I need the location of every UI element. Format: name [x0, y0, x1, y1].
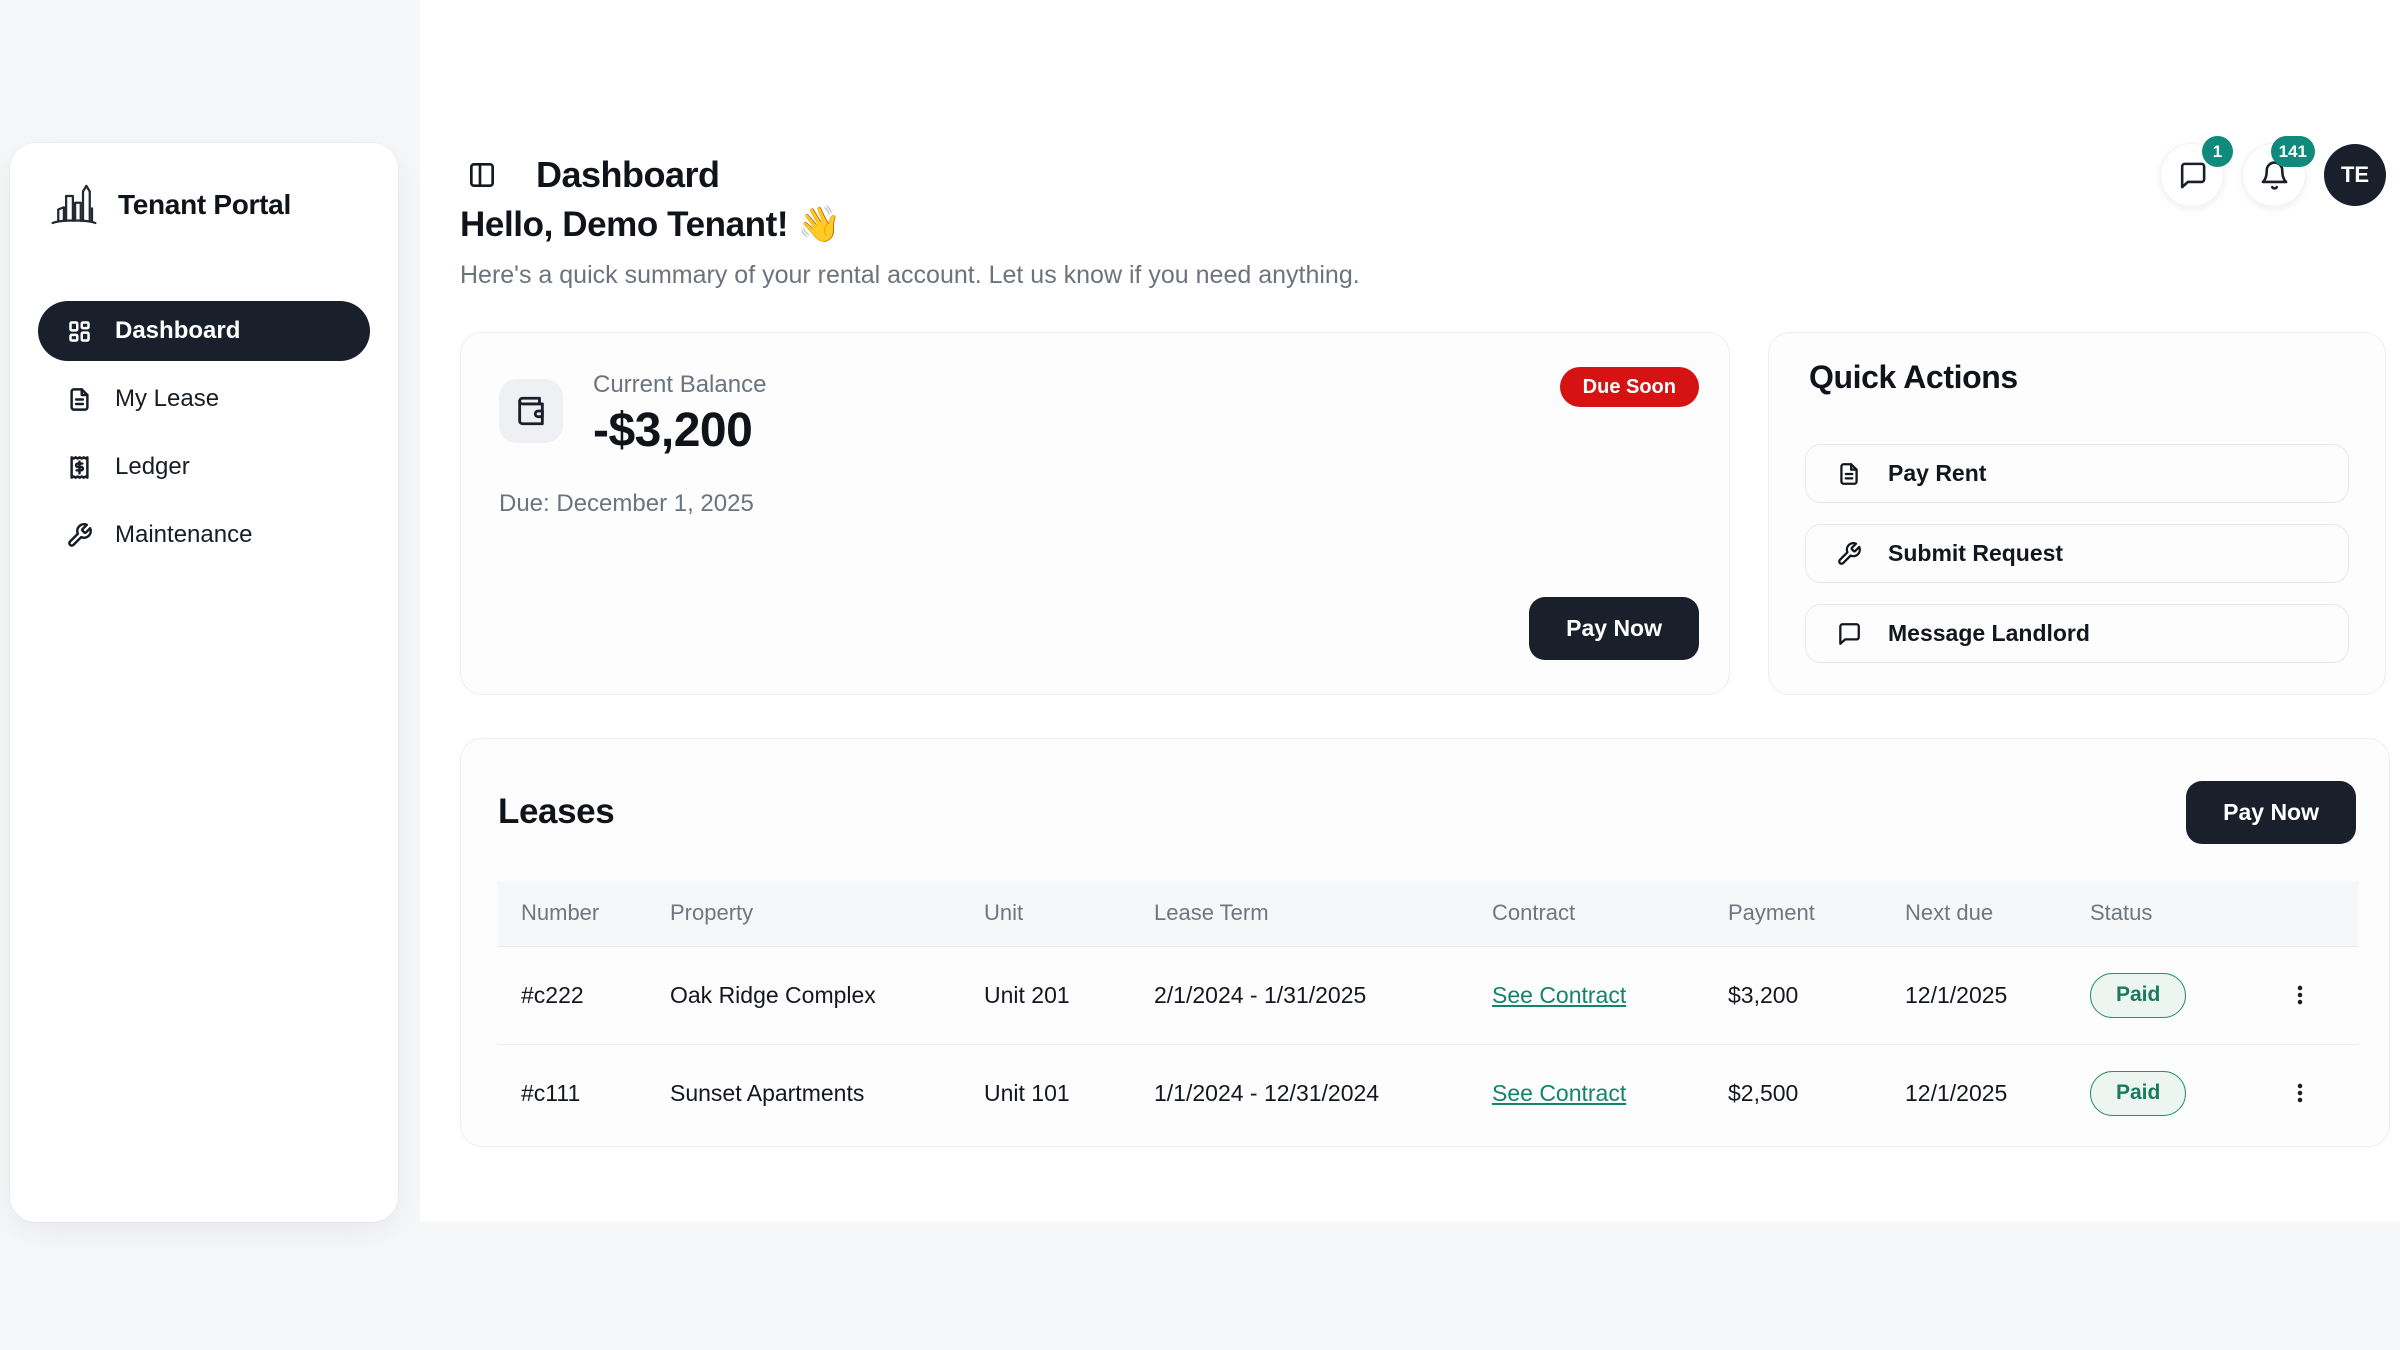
balance-amount: -$3,200 — [593, 404, 753, 457]
balance-due-date: Due: December 1, 2025 — [499, 490, 754, 517]
sidebar-item-dashboard[interactable]: Dashboard — [38, 301, 370, 361]
header-actions: 1 141 TE — [2160, 136, 2386, 207]
sidebar-item-label: Maintenance — [115, 521, 253, 548]
lease-payment: $2,500 — [1728, 1043, 1905, 1142]
column-header-number: Number — [498, 881, 670, 947]
wrench-icon — [1836, 541, 1862, 567]
lease-number: #c111 — [498, 1043, 670, 1142]
summary-row: Current Balance -$3,200 Due Soon Due: De… — [460, 332, 2386, 695]
column-header-status: Status — [2090, 881, 2280, 947]
quick-actions-list: Pay Rent Submit Request — [1805, 444, 2349, 663]
receipt-dollar-icon — [66, 454, 93, 481]
quick-actions-title: Quick Actions — [1809, 359, 2018, 395]
column-header-property: Property — [670, 881, 984, 947]
lease-unit: Unit 101 — [984, 1043, 1154, 1142]
sidebar-nav: Dashboard My Lease Ledger — [38, 301, 370, 565]
lease-number: #c222 — [521, 981, 584, 1008]
wallet-icon — [499, 379, 563, 443]
leases-header: Leases Pay Now — [498, 767, 2356, 844]
due-soon-badge: Due Soon — [1559, 367, 1699, 407]
notifications-count-badge: 141 — [2270, 136, 2315, 167]
page-title: Dashboard — [536, 154, 720, 195]
status-badge: Paid — [2090, 972, 2187, 1018]
balance-top: Current Balance -$3,200 Due Soon — [499, 367, 1699, 458]
leases-table: Number Property Unit Lease Term Contract… — [498, 881, 2358, 1142]
column-header-next-due: Next due — [1905, 881, 2090, 947]
lease-property: Oak Ridge Complex — [670, 981, 876, 1008]
lease-next-due: 12/1/2025 — [1905, 981, 2008, 1008]
kebab-menu-icon — [2297, 985, 2303, 1005]
column-header-contract: Contract — [1492, 881, 1728, 947]
message-landlord-button[interactable]: Message Landlord — [1805, 604, 2349, 663]
dashboard-grid-icon — [66, 318, 93, 345]
kebab-menu-icon — [2297, 1083, 2303, 1103]
table-header-row: Number Property Unit Lease Term Contract… — [498, 881, 2358, 947]
buildings-logo-icon — [46, 177, 102, 233]
quick-action-label: Pay Rent — [1888, 460, 1987, 486]
main: Dashboard 1 141 TE Hello, De — [420, 0, 2400, 1222]
notifications-button[interactable]: 141 — [2242, 136, 2315, 207]
document-icon — [1836, 461, 1862, 487]
column-header-actions — [2280, 881, 2358, 947]
see-contract-link[interactable]: See Contract — [1492, 1079, 1627, 1106]
sidebar: Tenant Portal Dashboard My Lease — [10, 143, 398, 1222]
leases-pay-now-button[interactable]: Pay Now — [2186, 781, 2356, 844]
page-header: Dashboard 1 141 TE — [460, 136, 2386, 210]
messages-button[interactable]: 1 — [2160, 136, 2233, 207]
sidebar-toggle-icon[interactable] — [460, 153, 504, 197]
lease-document-icon — [66, 386, 93, 413]
sidebar-item-maintenance[interactable]: Maintenance — [38, 505, 370, 565]
chat-bubble-icon — [1836, 621, 1862, 647]
app-title: Tenant Portal — [118, 189, 291, 220]
table-row: #c111 Sunset Apartments Unit 101 1/1/202… — [498, 1043, 2358, 1142]
messages-count-badge: 1 — [2202, 136, 2233, 167]
quick-action-label: Message Landlord — [1888, 620, 2090, 646]
lease-unit: Unit 201 — [984, 981, 1070, 1008]
sidebar-item-my-lease[interactable]: My Lease — [38, 369, 370, 429]
lease-property: Sunset Apartments — [670, 1043, 984, 1142]
row-menu-button[interactable] — [2280, 975, 2320, 1015]
avatar[interactable]: TE — [2324, 144, 2386, 206]
sidebar-item-ledger[interactable]: Ledger — [38, 437, 370, 497]
leases-card: Leases Pay Now Number Property Unit Leas… — [460, 738, 2390, 1147]
lease-payment: $3,200 — [1728, 981, 1799, 1008]
column-header-payment: Payment — [1728, 881, 1905, 947]
brand: Tenant Portal — [38, 177, 370, 233]
lease-next-due: 12/1/2025 — [1905, 1043, 2090, 1142]
column-header-unit: Unit — [984, 881, 1154, 947]
balance-card: Current Balance -$3,200 Due Soon Due: De… — [460, 332, 1730, 695]
sidebar-item-label: Dashboard — [115, 317, 241, 344]
submit-request-button[interactable]: Submit Request — [1805, 524, 2349, 583]
sidebar-item-label: My Lease — [115, 385, 220, 412]
balance-meta: Current Balance -$3,200 — [593, 367, 766, 458]
greeting-subtitle: Here's a quick summary of your rental ac… — [460, 261, 1360, 289]
lease-term: 2/1/2024 - 1/31/2025 — [1154, 981, 1367, 1008]
quick-actions-card: Quick Actions Pay Rent — [1768, 332, 2386, 695]
chat-bubble-icon — [2177, 160, 2208, 191]
balance-label: Current Balance — [593, 371, 767, 398]
sidebar-item-label: Ledger — [115, 453, 190, 480]
pay-now-button[interactable]: Pay Now — [1529, 597, 1699, 660]
greeting-title: Hello, Demo Tenant! 👋 — [460, 205, 841, 244]
status-badge: Paid — [2090, 1070, 2187, 1116]
pay-rent-button[interactable]: Pay Rent — [1805, 444, 2349, 503]
see-contract-link[interactable]: See Contract — [1492, 981, 1627, 1008]
lease-term: 1/1/2024 - 12/31/2024 — [1154, 1043, 1492, 1142]
wrench-icon — [66, 522, 93, 549]
quick-action-label: Submit Request — [1888, 540, 2064, 566]
leases-title: Leases — [498, 791, 615, 831]
column-header-lease-term: Lease Term — [1154, 881, 1492, 947]
table-row: #c222 Oak Ridge Complex Unit 201 2/1/202… — [498, 946, 2358, 1044]
row-menu-button[interactable] — [2280, 1073, 2320, 1113]
